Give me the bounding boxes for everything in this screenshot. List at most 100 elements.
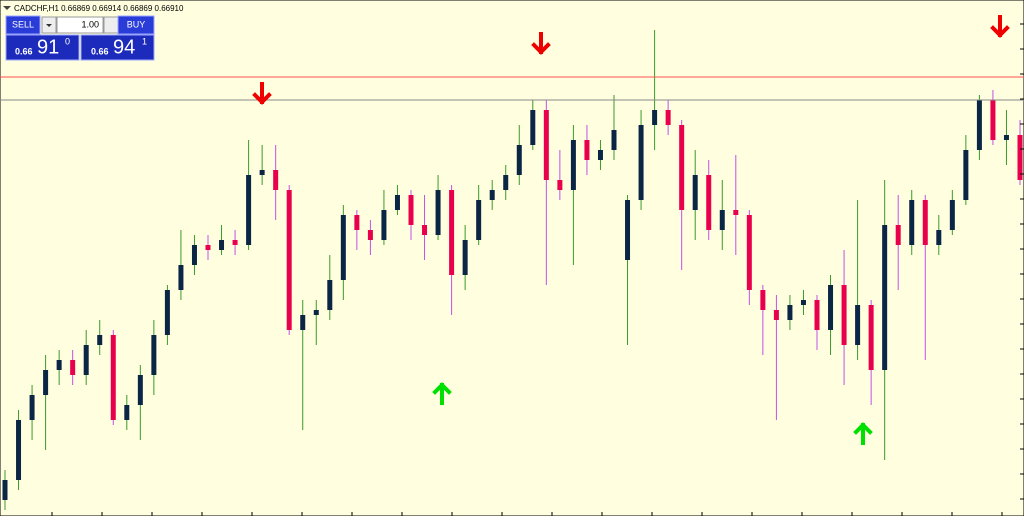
candle-body (597, 150, 603, 160)
candle-body (760, 290, 766, 310)
candle-body (476, 200, 482, 240)
candle-body (367, 230, 373, 240)
bid-prefix: 0.66 (15, 46, 33, 56)
candle-body (625, 200, 631, 260)
candles (2, 30, 1023, 510)
candle-body (1003, 135, 1009, 140)
candle-body (462, 240, 468, 275)
candle-body (733, 210, 739, 215)
candle-body (43, 370, 49, 395)
candle-body (828, 285, 834, 330)
signal-arrows (252, 15, 1010, 445)
spinner-arrow (46, 24, 52, 27)
bid-big: 91 (37, 36, 59, 58)
candle-body (868, 305, 874, 370)
buy-arrow (853, 422, 873, 445)
trade-panel: SELL 1.00 BUY 0.66 91 0 0.66 94 1 (5, 15, 155, 61)
candle-body (855, 305, 861, 345)
buy-label: BUY (127, 19, 146, 29)
candle-body (124, 405, 130, 420)
candle-body (205, 245, 211, 250)
candle-body (882, 225, 888, 370)
candle-body (164, 290, 170, 335)
ask-small: 1 (142, 36, 147, 46)
candle-body (29, 395, 35, 420)
candle-body (679, 125, 685, 210)
buy-button[interactable] (117, 15, 155, 35)
candle-body (1017, 135, 1023, 180)
candle-body (976, 100, 982, 150)
sell-arrow (990, 15, 1010, 38)
candle-body (327, 280, 333, 310)
axis-ticks (51, 23, 1024, 516)
candle-body (151, 335, 157, 375)
candle-body (543, 110, 549, 180)
candle-body (773, 310, 779, 320)
candle-body (516, 145, 522, 175)
candle-body (611, 130, 617, 150)
candle-body (340, 215, 346, 280)
lot-spinner[interactable] (103, 16, 119, 34)
candle-body (719, 210, 725, 230)
candle-body (313, 310, 319, 315)
sell-label: SELL (12, 19, 34, 29)
ask-box[interactable] (80, 34, 155, 61)
candle-body (300, 315, 306, 330)
candle-body (232, 240, 238, 245)
symbol-info: CADCHF,H1 0.66869 0.66914 0.66869 0.6691… (14, 4, 184, 13)
candle-body (286, 190, 292, 330)
candle-body (746, 215, 752, 290)
candle-body (949, 200, 955, 230)
candle-body (638, 125, 644, 200)
candle-body (665, 110, 671, 125)
ask-prefix: 0.66 (91, 46, 109, 56)
candle-body (841, 285, 847, 345)
candle-body (990, 100, 996, 140)
candle-body (570, 140, 576, 190)
bid-small: 0 (65, 36, 70, 46)
lot-value: 1.00 (81, 19, 99, 29)
candle-body (70, 360, 76, 375)
candle-body (354, 215, 360, 230)
candle-body (936, 230, 942, 245)
candle-body (963, 150, 969, 200)
candle-body (584, 140, 590, 160)
candle-body (110, 335, 116, 420)
candle-body (787, 305, 793, 320)
candle-body (557, 180, 563, 190)
sell-button[interactable] (5, 15, 41, 35)
candle-body (706, 175, 712, 230)
candle-body (800, 300, 806, 305)
ask-big: 94 (113, 36, 135, 58)
candle-body (2, 480, 8, 500)
candle-body (652, 110, 658, 125)
candle-body (530, 110, 536, 145)
sell-arrow (252, 82, 272, 105)
candle-body (408, 195, 414, 225)
candle-body (97, 335, 103, 345)
candle-body (16, 420, 22, 480)
candle-body (191, 245, 197, 265)
bid-box[interactable] (5, 34, 80, 61)
candle-body (83, 345, 89, 375)
candle-body (692, 175, 698, 210)
lot-input[interactable] (56, 16, 104, 34)
buy-arrow (432, 382, 452, 405)
candle-body (178, 265, 184, 290)
candle-body (219, 240, 225, 250)
candle-body (449, 190, 455, 275)
candle-body (503, 175, 509, 190)
collapse-icon[interactable] (3, 6, 11, 10)
candle-body (273, 170, 279, 190)
candle-body (246, 175, 252, 245)
candle-body (922, 200, 928, 245)
candle-body (422, 225, 428, 235)
candle-body (381, 210, 387, 240)
candle-body (814, 300, 820, 330)
candle-body (435, 190, 441, 235)
candle-body (909, 200, 915, 245)
candle-body (489, 190, 495, 200)
candle-body (895, 225, 901, 245)
